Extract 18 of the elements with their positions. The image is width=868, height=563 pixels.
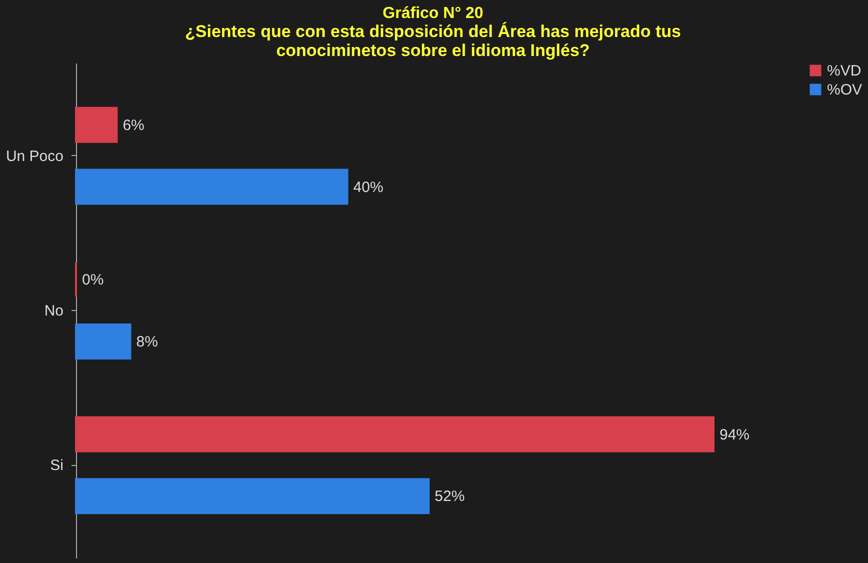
data-label: 94% xyxy=(720,426,750,444)
legend-label: %VD xyxy=(827,62,862,80)
data-label: 52% xyxy=(434,488,465,506)
data-label: 8% xyxy=(136,333,158,350)
bar xyxy=(75,323,132,360)
bar xyxy=(75,416,714,452)
bar xyxy=(75,478,430,514)
chart-title: Gráfico N° 20 xyxy=(382,5,484,22)
data-label: 0% xyxy=(82,272,104,289)
legend-label: %OV xyxy=(827,82,862,98)
chart-subtitle: ¿Sientes que con esta disposición del Área has mejorado tus conociminetos sobre el idioma Inglés? xyxy=(185,21,681,60)
y-tick-label: No xyxy=(44,302,64,320)
y-tick-label: Un Poco xyxy=(6,148,64,165)
bar xyxy=(75,168,348,205)
y-tick-label: Si xyxy=(50,457,64,474)
data-label: 6% xyxy=(122,116,144,134)
data-label: 40% xyxy=(353,178,384,196)
bar xyxy=(75,106,118,143)
